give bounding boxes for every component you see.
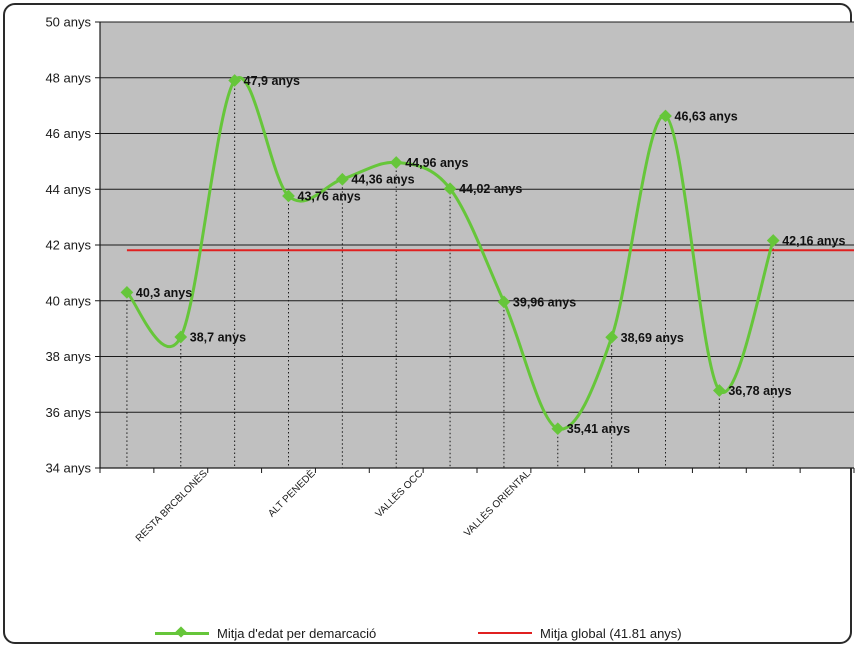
data-labels: 40,3 anys 38,7 anys 47,9 anys 43,76 anys 44,… bbox=[136, 74, 846, 436]
legend-item-demarcacio: Mitja d'edat per demarcació bbox=[155, 623, 376, 643]
data-label: 42,16 anys bbox=[782, 234, 845, 248]
data-label: 38,69 anys bbox=[621, 331, 684, 345]
category-droplines bbox=[126, 80, 774, 468]
data-label: 40,3 anys bbox=[136, 286, 192, 300]
x-tick-label: ALT PENEDÈ bbox=[265, 467, 318, 520]
data-point-marker bbox=[443, 182, 457, 196]
age-series-line bbox=[125, 76, 775, 431]
data-label: 44,36 anys bbox=[351, 173, 414, 187]
data-label: 44,02 anys bbox=[459, 182, 522, 196]
data-label: 39,96 anys bbox=[513, 295, 576, 309]
data-point-marker bbox=[120, 286, 134, 299]
data-label: 46,63 anys bbox=[675, 109, 738, 123]
x-axis-tick-labels: RESTA BRCBLONÈS ALT PENEDÈ VALLÈS OCC VALLÈ… bbox=[132, 467, 533, 545]
x-tick-label: VALLÈS OCC bbox=[372, 467, 425, 520]
y-tick-label: 40 anys bbox=[45, 293, 91, 308]
legend-label-demarcacio: Mitja d'edat per demarcació bbox=[217, 625, 377, 641]
age-series bbox=[125, 76, 775, 431]
data-label: 47,9 anys bbox=[244, 74, 300, 88]
y-tick-label: 38 anys bbox=[45, 349, 91, 364]
y-axis-tick-labels: 34 anys 36 anys 38 anys 40 anys 42 anys 44 an… bbox=[45, 15, 91, 476]
data-label: 38,7 anys bbox=[190, 330, 246, 344]
data-label: 43,76 anys bbox=[298, 189, 361, 203]
y-tick-label: 46 anys bbox=[45, 126, 91, 141]
axes bbox=[99, 22, 855, 473]
x-tick-label: RESTA BRCBLONÈS bbox=[132, 467, 210, 545]
y-tick-label: 44 anys bbox=[45, 182, 91, 197]
data-label: 35,41 anys bbox=[567, 422, 630, 436]
x-tick-label: VALLÈS ORIENTAL bbox=[461, 467, 534, 540]
y-tick-label: 48 anys bbox=[45, 70, 91, 85]
data-label: 36,78 anys bbox=[728, 384, 791, 398]
data-point-marker bbox=[389, 156, 403, 169]
data-point-marker bbox=[335, 172, 349, 186]
data-point-marker bbox=[228, 74, 242, 87]
legend-green-line-icon bbox=[155, 625, 209, 638]
legend-item-global: Mitja global (41.81 anys) bbox=[478, 623, 682, 643]
data-point-marker bbox=[497, 295, 511, 309]
gridlines bbox=[95, 21, 854, 469]
y-tick-label: 42 anys bbox=[45, 238, 91, 253]
legend-label-global: Mitja global (41.81 anys) bbox=[540, 625, 682, 641]
y-tick-label: 50 anys bbox=[45, 15, 91, 30]
data-point-marker bbox=[174, 330, 188, 344]
legend-red-line-icon bbox=[478, 632, 532, 634]
data-label: 44,96 anys bbox=[405, 156, 468, 170]
y-tick-label: 34 anys bbox=[45, 461, 91, 476]
y-tick-label: 36 anys bbox=[45, 405, 91, 420]
data-point-marker bbox=[282, 189, 295, 203]
